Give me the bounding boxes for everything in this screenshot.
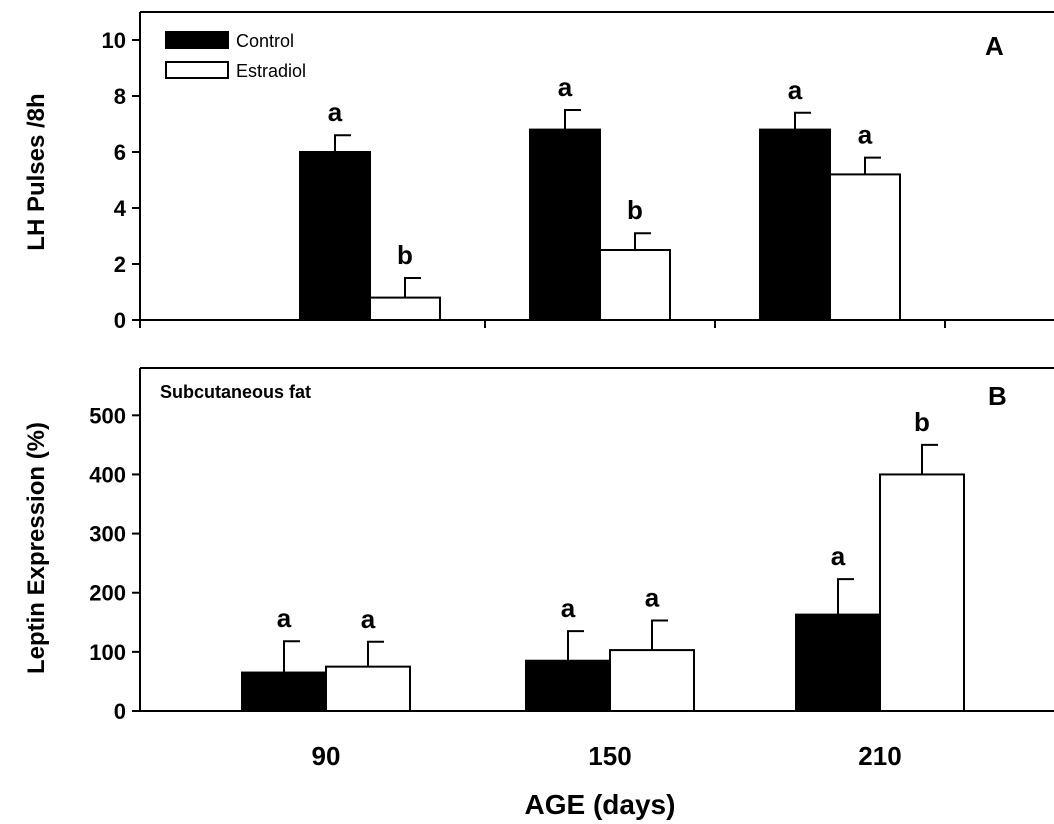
x-axis-title: AGE (days) (525, 789, 676, 820)
panel-0-sig-control-90: a (328, 97, 343, 127)
panel-1-sig-estradiol-90: a (361, 604, 376, 634)
panel-a-ylabel: LH Pulses /8h (23, 93, 50, 250)
panel-0-sig-estradiol-90: b (397, 240, 413, 270)
panel-a: LH Pulses /8h A Control Estradiol 0 2 4 6 8 1… (23, 11, 1054, 333)
panel-1-ytick-label-1: 100 (89, 640, 126, 665)
panel-1-sig-control-210: a (831, 541, 846, 571)
panel-0-ytick-label-4: 8 (114, 84, 126, 109)
legend: Control Estradiol (165, 31, 306, 81)
panel-1-bar-estradiol-150 (609, 649, 695, 713)
panel-0-bar-control-210 (759, 128, 831, 321)
panel-0-sig-estradiol-210: a (858, 120, 873, 150)
panel-0-bar-control-90 (299, 151, 371, 321)
panel-b-subtitle: Subcutaneous fat (160, 382, 311, 402)
panel-0-ytick-label-1: 2 (114, 252, 126, 277)
panel-1-ytick-label-5: 500 (89, 403, 126, 428)
panel-b: Leptin Expression (%) B Subcutaneous fat… (23, 367, 1054, 724)
legend-label-control: Control (236, 31, 294, 51)
panel-b-ylabel: Leptin Expression (%) (23, 422, 50, 674)
panel-1-bar-estradiol-90 (325, 665, 411, 712)
panel-a-letter: A (985, 31, 1004, 61)
panel-1-ytick-label-4: 400 (89, 462, 126, 487)
panel-1-bar-control-150 (525, 659, 611, 713)
panel-0-ytick-label-3: 6 (114, 140, 126, 165)
panel-0-bar-estradiol-90 (369, 296, 441, 322)
panel-0-bar-estradiol-150 (599, 249, 671, 321)
panel-1-sig-estradiol-210: b (914, 407, 930, 437)
panel-0-sig-control-210: a (788, 75, 803, 105)
x-category-labels: 90 150 210 (312, 741, 902, 771)
legend-swatch-control (165, 31, 229, 49)
panel-0-bar-control-150 (529, 128, 601, 321)
panel-1-bar-estradiol-210 (879, 473, 965, 712)
panel-0-sig-estradiol-150: b (627, 195, 643, 225)
panel-0-ytick-label-5: 10 (102, 28, 126, 53)
panel-1-sig-estradiol-150: a (645, 583, 660, 613)
x-category-label-90: 90 (312, 741, 341, 771)
panel-1-ytick-label-3: 300 (89, 522, 126, 547)
panel-b-letter: B (988, 381, 1007, 411)
panel-1-bar-control-90 (241, 671, 327, 713)
panel-1-ytick-label-2: 200 (89, 581, 126, 606)
x-category-label-210: 210 (858, 741, 901, 771)
legend-label-estradiol: Estradiol (236, 61, 306, 81)
panel-1-ytick-label-0: 0 (114, 699, 126, 724)
panel-0-ytick-label-2: 4 (114, 196, 127, 221)
panel-0-ytick-label-0: 0 (114, 308, 126, 333)
panel-1-bar-control-210 (795, 613, 881, 712)
panel-0-bar-estradiol-210 (829, 173, 901, 321)
legend-swatch-estradiol (165, 61, 229, 79)
panel-1-sig-control-150: a (561, 593, 576, 623)
x-category-label-150: 150 (588, 741, 631, 771)
panel-0-sig-control-150: a (558, 72, 573, 102)
panel-1-sig-control-90: a (277, 603, 292, 633)
